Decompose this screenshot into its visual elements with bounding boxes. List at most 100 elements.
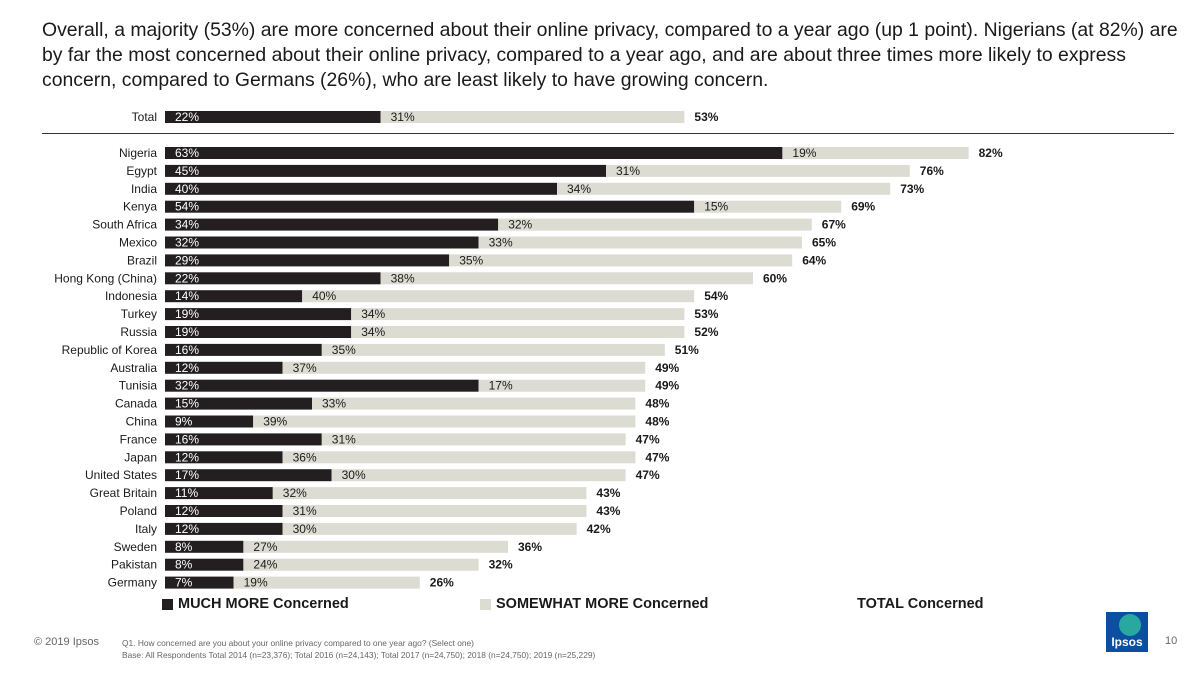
bar-somewhat-more	[351, 308, 685, 321]
bar-somewhat-more	[321, 343, 665, 356]
logo-mark-icon	[1119, 614, 1141, 636]
data-label-much-more: 40%	[175, 182, 199, 196]
category-label: Great Britain	[90, 486, 157, 500]
data-label-somewhat-more: 31%	[332, 432, 356, 446]
bar-somewhat-more	[272, 487, 587, 500]
data-label-total: 53%	[694, 110, 718, 124]
category-label: Brazil	[127, 253, 157, 267]
category-label: Germany	[108, 576, 157, 590]
bar-somewhat-more	[243, 558, 479, 571]
category-label: Russia	[120, 325, 157, 339]
footnote: Q1. How concerned are you about your onl…	[122, 637, 595, 661]
data-label-total: 67%	[822, 218, 846, 232]
data-label-somewhat-more: 31%	[391, 110, 415, 124]
data-label-somewhat-more: 33%	[489, 236, 513, 250]
bar-much-more	[165, 308, 352, 321]
data-label-much-more: 8%	[175, 558, 193, 572]
bar-somewhat-more	[498, 218, 812, 231]
bar-much-more	[165, 451, 283, 464]
bar-much-more	[165, 164, 606, 177]
bar-much-more	[165, 487, 273, 500]
bar-somewhat-more	[282, 505, 587, 517]
bar-much-more	[165, 415, 254, 428]
data-label-somewhat-more: 35%	[332, 343, 356, 357]
category-label: Australia	[110, 361, 157, 375]
category-label: Total	[132, 110, 157, 124]
bar-much-more	[165, 111, 381, 123]
data-label-total: 43%	[596, 504, 620, 518]
bar-much-more	[165, 397, 312, 410]
data-label-much-more: 34%	[175, 218, 199, 232]
data-label-somewhat-more: 33%	[322, 397, 346, 411]
bar-somewhat-more	[302, 290, 695, 303]
bar-somewhat-more	[606, 164, 910, 177]
headline: Overall, a majority (53%) are more conce…	[42, 19, 1178, 91]
data-label-somewhat-more: 30%	[293, 522, 317, 536]
bar-somewhat-more	[282, 361, 646, 374]
bar-much-more	[165, 505, 283, 517]
data-label-somewhat-more: 31%	[616, 164, 640, 178]
bar-much-more	[165, 540, 244, 553]
data-label-total: 26%	[430, 576, 454, 590]
data-label-total: 36%	[518, 540, 542, 554]
category-label: Japan	[124, 450, 157, 464]
data-label-much-more: 12%	[175, 504, 199, 518]
legend-much-swatch	[162, 598, 173, 610]
data-label-somewhat-more: 36%	[293, 450, 317, 464]
category-label: South Africa	[92, 218, 157, 232]
data-label-somewhat-more: 31%	[293, 504, 317, 518]
data-label-much-more: 14%	[175, 289, 199, 303]
data-label-total: 42%	[587, 522, 611, 536]
data-label-much-more: 12%	[175, 361, 199, 375]
bar-much-more	[165, 236, 479, 249]
data-label-total: 47%	[636, 432, 660, 446]
bar-somewhat-more	[478, 379, 646, 392]
data-label-total: 47%	[645, 450, 669, 464]
logo-text: Ipsos	[1111, 635, 1143, 649]
bar-much-more	[165, 254, 450, 267]
category-label: Canada	[115, 397, 157, 411]
data-label-total: 49%	[655, 379, 679, 393]
bar-much-more	[165, 200, 695, 213]
category-label: Nigeria	[119, 146, 157, 160]
data-label-much-more: 19%	[175, 325, 199, 339]
data-label-somewhat-more: 19%	[792, 146, 816, 160]
data-label-total: 53%	[694, 307, 718, 321]
data-label-much-more: 7%	[175, 576, 193, 590]
bar-somewhat-more	[478, 236, 802, 249]
data-label-total: 48%	[645, 397, 669, 411]
data-label-somewhat-more: 15%	[704, 200, 728, 214]
bar-somewhat-more	[243, 540, 508, 553]
data-label-much-more: 16%	[175, 343, 199, 357]
divider-line	[42, 133, 1174, 134]
bar-somewhat-more	[449, 254, 793, 267]
data-label-total: 82%	[979, 146, 1003, 160]
data-label-total: 48%	[645, 415, 669, 429]
data-label-much-more: 16%	[175, 432, 199, 446]
data-label-much-more: 45%	[175, 164, 199, 178]
category-label: Republic of Korea	[62, 343, 158, 357]
bar-somewhat-more	[253, 415, 636, 428]
data-label-somewhat-more: 34%	[361, 325, 385, 339]
category-label: Turkey	[121, 307, 157, 321]
data-label-total: 64%	[802, 253, 826, 267]
bar-much-more	[165, 326, 352, 338]
category-label: United States	[85, 468, 157, 482]
bar-somewhat-more	[321, 433, 626, 446]
category-label: Italy	[135, 522, 157, 536]
data-label-total: 49%	[655, 361, 679, 375]
data-label-much-more: 12%	[175, 522, 199, 536]
data-label-total: 32%	[489, 558, 513, 572]
data-label-somewhat-more: 19%	[244, 576, 268, 590]
category-label: Pakistan	[111, 558, 157, 572]
data-label-total: 51%	[675, 343, 699, 357]
bar-somewhat-more	[312, 397, 636, 410]
data-label-somewhat-more: 27%	[253, 540, 277, 554]
data-label-much-more: 12%	[175, 450, 199, 464]
bar-somewhat-more	[233, 576, 420, 589]
category-label: Mexico	[119, 236, 157, 250]
bar-much-more	[165, 361, 283, 374]
ipsos-logo: Ipsos	[1106, 612, 1148, 652]
data-label-much-more: 8%	[175, 540, 193, 554]
bar-somewhat-more	[782, 147, 969, 159]
